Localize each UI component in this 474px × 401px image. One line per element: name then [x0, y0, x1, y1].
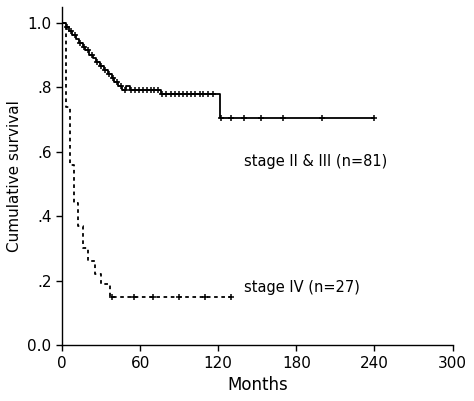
Text: stage IV (n=27): stage IV (n=27) — [244, 279, 360, 295]
Y-axis label: Cumulative survival: Cumulative survival — [7, 100, 22, 252]
Text: stage II & III (n=81): stage II & III (n=81) — [244, 154, 388, 169]
X-axis label: Months: Months — [227, 376, 288, 394]
